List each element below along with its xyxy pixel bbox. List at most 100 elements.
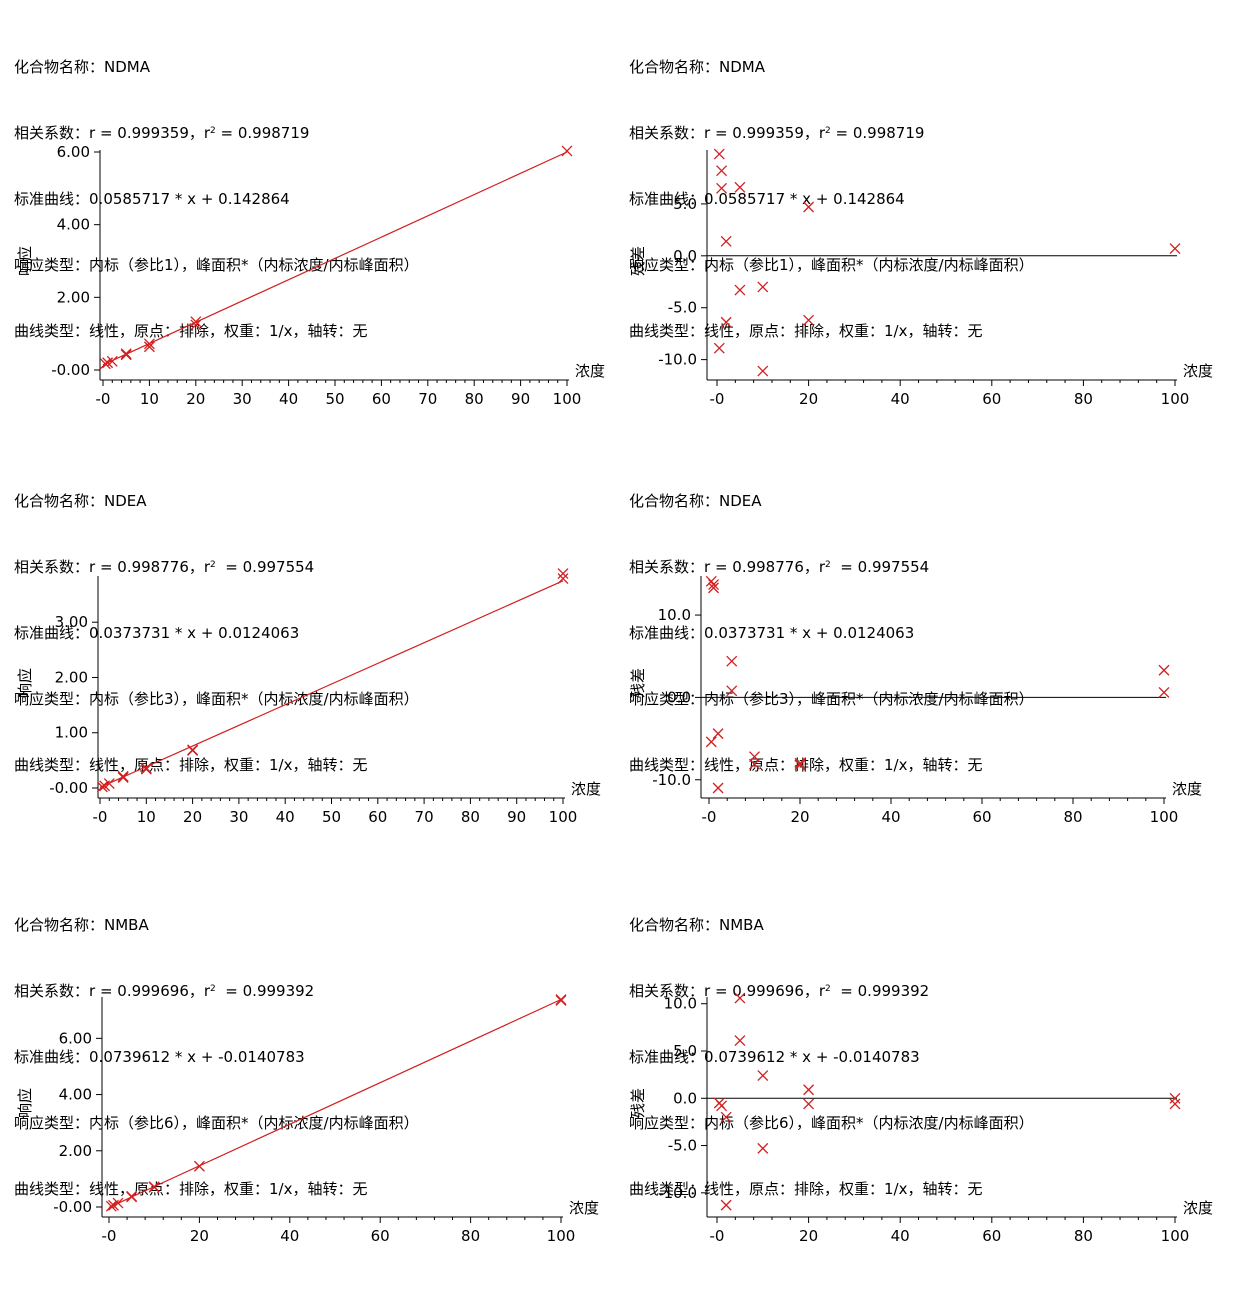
fit-line bbox=[108, 998, 562, 1208]
data-point-stroke bbox=[734, 992, 746, 1004]
curve-equation: 0.0585717 * x + 0.142864 bbox=[704, 190, 905, 208]
x-tick-label: 100 bbox=[1161, 390, 1190, 408]
data-point bbox=[712, 782, 724, 794]
y-tick-label: 1.00 bbox=[55, 724, 88, 742]
data-point bbox=[557, 573, 569, 585]
compound-name: NDMA bbox=[104, 58, 150, 76]
data-point bbox=[187, 744, 199, 756]
data-point-stroke bbox=[757, 1070, 769, 1082]
y-tick-label: 0.0 bbox=[673, 1089, 697, 1107]
data-point bbox=[720, 1111, 732, 1123]
data-point-stroke bbox=[803, 1098, 815, 1110]
x-axis-label: 浓度 bbox=[571, 780, 601, 798]
compound-info: 化合物名称：NMBA 相关系数：r = 0.999696，r2 = 0.9993… bbox=[14, 916, 419, 1198]
data-point bbox=[734, 284, 746, 296]
data-point bbox=[120, 348, 132, 360]
data-point bbox=[120, 349, 132, 361]
data-point bbox=[193, 1160, 205, 1172]
x-tick-label: -0 bbox=[93, 808, 108, 826]
y-tick-label: 10.0 bbox=[658, 606, 691, 624]
data-point-stroke bbox=[720, 1111, 732, 1123]
x-tick-label: -0 bbox=[96, 390, 111, 408]
data-point bbox=[713, 342, 725, 354]
y-tick-label: 0.0 bbox=[673, 247, 697, 265]
x-tick-label: 100 bbox=[549, 808, 578, 826]
x-tick-label: 90 bbox=[511, 390, 530, 408]
x-tick-label: 20 bbox=[183, 808, 202, 826]
data-point bbox=[734, 181, 746, 193]
x-tick-label: 60 bbox=[982, 1227, 1001, 1245]
x-tick-label: 50 bbox=[322, 808, 341, 826]
x-tick-label: 40 bbox=[881, 808, 900, 826]
data-point-stroke bbox=[734, 181, 746, 193]
y-tick-label: 6.00 bbox=[59, 1029, 92, 1047]
calibration-chart: -0.00 1.00 2.00 3.00 -0 10 20 30 40 50 60 70 80 90 100… bbox=[16, 568, 601, 826]
data-point-stroke bbox=[803, 201, 815, 213]
data-point-stroke bbox=[713, 148, 725, 160]
x-tick-label: 80 bbox=[1063, 808, 1082, 826]
data-point bbox=[96, 781, 108, 793]
data-point-stroke bbox=[557, 568, 569, 580]
y-tick-label: -10.0 bbox=[658, 1184, 697, 1202]
data-point bbox=[716, 182, 728, 194]
data-point bbox=[1169, 1098, 1181, 1110]
data-point-stroke bbox=[757, 1142, 769, 1154]
data-point bbox=[708, 579, 720, 591]
panel-nmba-residual: 化合物名称：NMBA 相关系数：r = 0.999696，r2 = 0.9993… bbox=[629, 870, 1229, 1290]
data-point-stroke bbox=[148, 1181, 160, 1193]
data-point bbox=[713, 148, 725, 160]
panel-ndea-residual: 化合物名称：NDEA 相关系数：r = 0.998776，r2 = 0.9975… bbox=[629, 446, 1229, 866]
data-point bbox=[749, 758, 760, 770]
data-point bbox=[1158, 687, 1170, 698]
x-tick-label: 90 bbox=[507, 808, 526, 826]
data-point-stroke bbox=[734, 1035, 746, 1047]
x-axis-label: 浓度 bbox=[575, 362, 605, 380]
data-point-stroke bbox=[757, 281, 769, 293]
x-tick-label: 10 bbox=[137, 808, 156, 826]
panel-ndma-calibration: 化合物名称：NDMA 相关系数：r = 0.999359，r2 = 0.9987… bbox=[14, 12, 614, 432]
data-point-stroke bbox=[140, 763, 152, 775]
data-point bbox=[726, 685, 738, 697]
data-point bbox=[555, 994, 567, 1006]
data-point-stroke bbox=[112, 1197, 124, 1209]
compound-info: 化合物名称：NDEA 相关系数：r = 0.998776，r2 = 0.9975… bbox=[629, 492, 1034, 774]
x-tick-label: 60 bbox=[372, 390, 391, 408]
data-point-stroke bbox=[103, 778, 115, 790]
y-tick-label: 2.00 bbox=[55, 668, 88, 686]
fit-line bbox=[102, 151, 568, 366]
x-tick-label: 80 bbox=[461, 1227, 480, 1245]
data-point bbox=[794, 759, 806, 771]
data-point bbox=[734, 1035, 746, 1047]
data-point-stroke bbox=[720, 235, 732, 247]
y-axis-label: 残差 bbox=[629, 1088, 647, 1118]
y-axis-label: 响应 bbox=[16, 668, 34, 698]
compound-name: NDMA bbox=[719, 58, 765, 76]
data-point bbox=[557, 568, 569, 580]
data-point-stroke bbox=[120, 349, 132, 361]
curve-equation: 0.0373731 * x + 0.0124063 bbox=[704, 624, 915, 642]
data-point-stroke bbox=[117, 770, 129, 782]
data-point bbox=[757, 1070, 769, 1082]
y-tick-label: 5.0 bbox=[673, 195, 697, 213]
compound-name: NDEA bbox=[104, 492, 147, 510]
data-point-stroke bbox=[1169, 1092, 1181, 1104]
data-point-stroke bbox=[708, 579, 720, 591]
data-point-stroke bbox=[117, 772, 129, 783]
data-point bbox=[716, 165, 728, 177]
x-tick-label: -0 bbox=[702, 808, 717, 826]
data-point bbox=[705, 736, 717, 748]
y-axis-label: 响应 bbox=[16, 246, 34, 276]
residual-chart: -10.0 -5.0 0.0 5.0 -0 20 40 60 80 100 浓度 残差 bbox=[629, 148, 1213, 408]
data-point-stroke bbox=[726, 685, 738, 697]
data-point-stroke bbox=[716, 1100, 728, 1112]
x-tick-label: -0 bbox=[102, 1227, 117, 1245]
y-tick-label: -5.0 bbox=[668, 299, 697, 317]
data-point bbox=[794, 757, 806, 769]
panel-nmba-calibration: 化合物名称：NMBA 相关系数：r = 0.999696，r2 = 0.9993… bbox=[14, 870, 614, 1290]
data-point-stroke bbox=[720, 316, 732, 328]
y-tick-label: -0.00 bbox=[49, 779, 88, 797]
x-tick-label: 80 bbox=[465, 390, 484, 408]
x-tick-label: 10 bbox=[140, 390, 159, 408]
fit-line bbox=[99, 580, 564, 788]
data-point bbox=[757, 365, 769, 377]
